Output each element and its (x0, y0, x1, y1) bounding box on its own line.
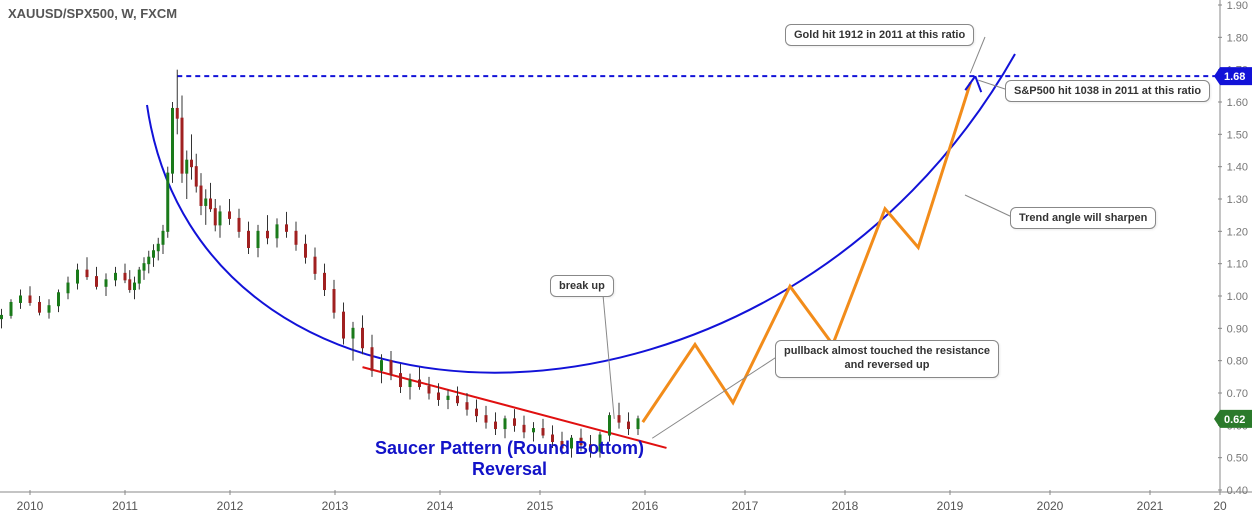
pattern-title-line2: Reversal (375, 459, 644, 480)
chart-container: 0.400.500.600.700.800.901.001.101.201.30… (0, 0, 1252, 526)
svg-text:1.68: 1.68 (1224, 71, 1245, 83)
svg-text:1.10: 1.10 (1227, 259, 1248, 271)
svg-text:0.70: 0.70 (1227, 388, 1248, 400)
svg-text:0.40: 0.40 (1227, 485, 1248, 497)
callout-gold-2011: Gold hit 1912 in 2011 at this ratio (785, 24, 974, 46)
callout-trend-angle: Trend angle will sharpen (1010, 207, 1156, 229)
callout-sp500-2011: S&P500 hit 1038 in 2011 at this ratio (1005, 80, 1210, 102)
svg-text:1.50: 1.50 (1227, 129, 1248, 141)
svg-text:0.50: 0.50 (1227, 453, 1248, 465)
svg-text:2013: 2013 (322, 499, 349, 513)
callout-pullback: pullback almost touched the resistancean… (775, 340, 999, 378)
ticker-label: XAUUSD/SPX500, W, FXCM (8, 6, 177, 21)
pattern-title-line1: Saucer Pattern (Round Bottom) (375, 438, 644, 459)
svg-text:2016: 2016 (632, 499, 659, 513)
svg-text:0.90: 0.90 (1227, 323, 1248, 335)
svg-text:2010: 2010 (17, 499, 44, 513)
svg-text:1.20: 1.20 (1227, 226, 1248, 238)
svg-text:1.30: 1.30 (1227, 194, 1248, 206)
svg-text:2012: 2012 (217, 499, 244, 513)
svg-text:0.80: 0.80 (1227, 356, 1248, 368)
svg-text:2021: 2021 (1137, 499, 1164, 513)
svg-text:1.40: 1.40 (1227, 162, 1248, 174)
svg-text:20: 20 (1213, 499, 1227, 513)
callout-breakup: break up (550, 275, 614, 297)
svg-text:2011: 2011 (112, 499, 138, 513)
svg-text:2015: 2015 (527, 499, 554, 513)
svg-text:2017: 2017 (732, 499, 759, 513)
svg-text:2019: 2019 (937, 499, 964, 513)
svg-text:1.90: 1.90 (1227, 0, 1248, 12)
svg-text:2014: 2014 (427, 499, 454, 513)
svg-text:1.80: 1.80 (1227, 32, 1248, 44)
svg-text:1.60: 1.60 (1227, 97, 1248, 109)
svg-text:2018: 2018 (832, 499, 859, 513)
svg-text:1.00: 1.00 (1227, 291, 1248, 303)
svg-text:0.62: 0.62 (1224, 414, 1245, 426)
pattern-title: Saucer Pattern (Round Bottom) Reversal (375, 438, 644, 480)
svg-text:2020: 2020 (1037, 499, 1064, 513)
